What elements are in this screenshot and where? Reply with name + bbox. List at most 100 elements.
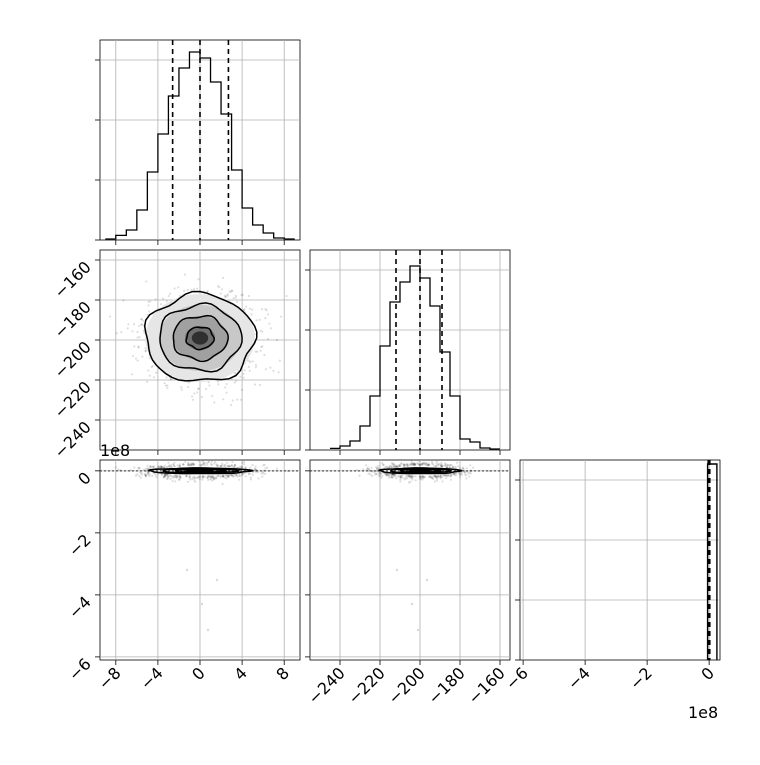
scatter-2-1-point [410, 464, 413, 467]
scatter-1-0-point [147, 310, 151, 313]
scatter-1-0-point [115, 332, 118, 335]
scatter-2-1-point [433, 474, 436, 477]
scatter-1-0-point [197, 278, 200, 281]
scatter-2-1-point [441, 475, 444, 479]
scatter-1-0-point [142, 319, 145, 322]
scatter-2-1-point [449, 473, 452, 476]
scatter-2-1-point [443, 464, 447, 467]
scatter-2-1-point [430, 477, 433, 480]
scatter-2-1-point [408, 475, 411, 478]
scatter-2-0-point [260, 472, 263, 475]
scatter-2-0-point [188, 474, 191, 478]
scatter-2-1-point [441, 456, 443, 458]
scatter-2-0-point [186, 463, 189, 466]
scatter-2-1-point [377, 467, 380, 470]
scatter-2-0-contour-0 [184, 469, 214, 473]
scatter-2-0-point [240, 473, 243, 477]
scatter-1-0-point [219, 292, 222, 295]
scatter-1-0-point [183, 289, 186, 292]
scatter-2-1-point [414, 463, 417, 466]
scatter-2-0-point [251, 463, 254, 467]
scatter-2-1-point [459, 472, 462, 476]
scatter-2-0-point [158, 465, 161, 468]
scatter-2-0-point [144, 467, 147, 470]
scatter-2-1-point [387, 476, 391, 479]
scatter-2-0-point [215, 463, 218, 466]
scatter-1-0-point [131, 330, 134, 333]
scatter-2-1-point [414, 479, 417, 482]
scatter-2-1-point [459, 476, 462, 479]
scatter-2-0-point [137, 467, 140, 470]
scatter-2-1-point [419, 475, 422, 478]
scatter-2-1-point [448, 464, 451, 467]
scatter-2-0-point [187, 463, 190, 466]
scatter-2-0-point [222, 464, 226, 467]
scatter-2-1-point [373, 471, 376, 474]
scatter-2-1-point [394, 464, 397, 467]
scatter-2-0-point [189, 478, 192, 481]
scatter-2-0-point [210, 460, 213, 463]
scatter-2-0-point [144, 474, 147, 477]
scatter-2-1-point [380, 476, 383, 479]
scatter-2-1-point [376, 466, 379, 469]
scatter-2-0-point [211, 474, 214, 477]
scatter-2-1-point [462, 467, 465, 470]
scatter-2-0-point [227, 475, 230, 479]
scatter-2-1-point [421, 462, 424, 465]
scatter-2-1-point [406, 464, 409, 467]
scatter-2-1-point [392, 463, 395, 466]
scatter-2-0-point [213, 462, 216, 465]
scatter-2-1-point [368, 470, 371, 473]
scatter-2-1-point [411, 478, 414, 481]
scatter-2-1-point [401, 476, 404, 479]
scatter-2-0-point [242, 472, 245, 475]
scatter-2-0-point [178, 475, 181, 478]
x-ticklabel-p1-2: −200 [384, 663, 429, 708]
scatter-2-1-point [391, 476, 394, 479]
scatter-2-1-point [391, 462, 394, 465]
scatter-2-1-point [421, 475, 424, 478]
scatter-2-0-point [202, 461, 205, 464]
scatter-2-1-point [407, 475, 411, 478]
scatter-2-1-point [437, 476, 440, 479]
scatter-2-0-point [251, 473, 254, 476]
scatter-2-1-content [310, 456, 510, 632]
scatter-1-0-point [138, 324, 141, 327]
scatter-2-1-point [458, 474, 462, 477]
scatter-1-0-contour-3 [143, 290, 258, 382]
scatter-1-0-point [147, 300, 150, 304]
scatter-2-0-point [129, 469, 132, 472]
scatter-1-0-point [234, 296, 237, 299]
scatter-2-0-outlier-1 [215, 578, 219, 582]
scatter-1-0-point [137, 345, 140, 348]
scatter-1-0-point [265, 309, 268, 312]
scatter-2-0-point [188, 464, 191, 467]
scatter-2-1-point [461, 466, 464, 469]
scatter-2-0-contour-3 [147, 467, 254, 475]
scatter-1-0-point [217, 285, 220, 288]
scatter-1-0-point [247, 365, 250, 368]
scatter-1-0-point [216, 380, 219, 383]
scatter-2-1-point [410, 463, 414, 466]
scatter-2-0-point [167, 465, 170, 468]
scatter-2-0-point [200, 464, 203, 467]
scatter-2-0-point [201, 476, 204, 480]
scatter-2-1-point [460, 472, 463, 475]
scatter-2-0-point [149, 466, 152, 469]
scatter-1-0-point [248, 359, 251, 362]
y-ticklabel-p1-4: −160 [50, 257, 95, 302]
scatter-1-0-point [120, 331, 123, 334]
scatter-2-0-point [138, 474, 141, 478]
scatter-2-1-outlier-0 [395, 568, 399, 572]
scatter-2-0-point [138, 467, 141, 470]
scatter-2-1-point [468, 475, 471, 478]
scatter-1-0-point [254, 383, 257, 386]
scatter-2-0-point [162, 466, 166, 469]
scatter-2-0-point [228, 474, 231, 477]
scatter-1-0-point [236, 300, 239, 303]
scatter-2-1-point [393, 474, 396, 477]
scatter-1-0-point [239, 375, 242, 378]
scatter-2-1-point [418, 460, 421, 463]
scatter-2-1-point [418, 475, 422, 478]
scatter-1-0-point [192, 288, 196, 291]
